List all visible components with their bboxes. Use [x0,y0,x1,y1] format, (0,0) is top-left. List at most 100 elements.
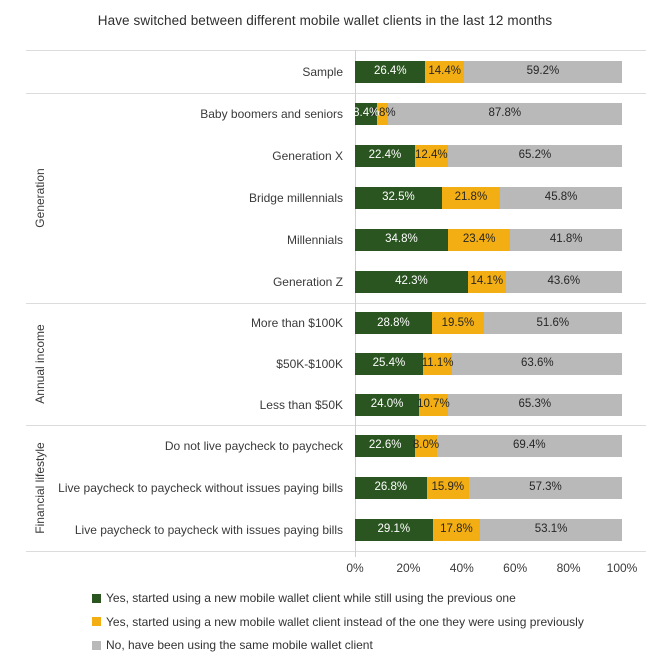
bar-value-label: 32.5% [382,191,415,204]
bar-segment-switched-instead: 12.4% [414,145,448,167]
bar-segment-no-switch: 43.6% [505,271,622,293]
row-label: Do not live paycheck to paycheck [164,439,343,453]
bar-value-label: 41.8% [549,233,583,246]
bar-segment-no-switch: 59.2% [463,60,622,83]
bar-value-label: 14.4% [428,64,461,77]
bar-value-label: 45.8% [544,191,578,204]
bar-value-label: 65.2% [518,149,552,162]
bar-row: 42.3% 14.1% 43.6% [355,271,622,293]
bar-value-label: 3.8% [369,107,396,120]
bar-value-label: 65.3% [518,397,552,410]
bar-value-label: 12.4% [415,149,448,162]
row-label: Live paycheck to paycheck with issues pa… [74,523,343,537]
bar-value-label: 26.4% [373,64,407,77]
x-tick-label: 60% [503,561,528,575]
bar-value-label: 17.8% [440,523,473,536]
bar-value-label: 53.1% [534,523,568,536]
bar-segment-switched-while-using: 28.8% [355,312,432,335]
group-separator-line [26,50,646,51]
bar-value-label: 43.6% [547,275,581,288]
bar-segment-no-switch: 57.3% [468,477,622,499]
row-label: More than $100K [250,316,343,331]
bar-segment-no-switch: 65.2% [447,145,622,167]
legend-label: No, have been using the same mobile wall… [106,638,373,652]
bar-value-label: 28.8% [377,316,410,329]
bar-segment-switched-while-using: 32.5% [355,187,442,209]
bar-segment-switched-instead: 8.0% [412,435,440,457]
bar-segment-no-switch: 69.4% [436,435,622,457]
row-label: Bridge millennials [248,191,343,205]
bar-value-label: 15.9% [431,481,465,494]
bar-value-label: 57.3% [529,481,562,494]
bar-segment-switched-while-using: 42.3% [355,271,468,293]
bar-segment-no-switch: 41.8% [510,229,622,251]
bar-segment-no-switch: 65.3% [447,393,622,416]
bar-value-label: 42.3% [395,275,428,288]
bar-value-label: 21.8% [454,191,488,204]
legend-item: No, have been using the same mobile wall… [92,637,373,653]
bar-segment-switched-while-using: 29.1% [355,519,433,541]
bar-row: 32.5% 21.8% 45.8% [355,187,623,209]
bar-segment-no-switch: 45.8% [499,187,623,209]
bar-segment-switched-instead: 3.8% [369,103,396,125]
bar-row: 26.4% 14.4% 59.2% [355,60,622,83]
bar-segment-switched-instead: 11.1% [421,353,454,375]
bar-value-label: 51.6% [536,316,570,329]
bar-row: 22.6% 8.0% 69.4% [355,435,622,457]
bar-segment-switched-instead: 14.1% [467,271,506,293]
row-label: Baby boomers and seniors [200,107,343,121]
bar-segment-switched-while-using: 34.8% [355,229,448,251]
bar-segment-switched-while-using: 8.4% [353,103,380,125]
row-label: Generation Z [272,275,343,289]
bar-segment-no-switch: 63.6% [452,353,623,375]
bar-value-label: 24.0% [370,397,404,410]
bar-segment-switched-instead: 10.7% [417,393,450,416]
row-label: Millennials [286,233,343,247]
bar-segment-switched-instead: 14.4% [425,60,464,83]
bar-row: 8.4% 3.8% 87.8% [353,103,622,125]
x-tick-label: 0% [346,561,364,575]
bar-value-label: 14.1% [470,275,504,288]
row-label: Live paycheck to paycheck without issues… [58,481,343,495]
legend-label: Yes, started using a new mobile wallet c… [106,591,516,605]
legend-item: Yes, started using a new mobile wallet c… [92,590,516,606]
bar-value-label: 11.1% [421,357,454,370]
chart-title: Have switched between different mobile w… [97,13,553,28]
bar-segment-switched-while-using: 26.4% [355,60,426,83]
bar-value-label: 22.4% [368,149,402,162]
bar-value-label: 87.8% [488,107,522,120]
legend-label: Yes, started using a new mobile wallet c… [106,614,584,629]
bar-value-label: 22.6% [368,439,402,452]
bar-value-label: 69.4% [513,439,546,452]
bar-value-label: 23.4% [462,233,496,246]
bar-row: 34.8% 23.4% 41.8% [355,229,622,251]
legend-swatch [92,640,101,650]
y-axis-line [355,50,356,557]
bar-row: 28.8% 19.5% 51.6% [355,312,622,335]
bar-value-label: 8.0% [412,439,440,452]
bar-segment-switched-instead: 19.5% [431,312,484,335]
x-tick-label: 40% [449,561,474,575]
group-separator-line [26,303,646,304]
bar-row: 29.1% 17.8% 53.1% [355,519,622,541]
bar-segment-no-switch: 51.6% [483,312,622,335]
bar-row: 24.0% 10.7% 65.3% [355,393,622,416]
bar-value-label: 63.6% [521,357,554,370]
bar-segment-switched-while-using: 24.0% [355,393,420,416]
legend-swatch [92,593,101,603]
bar-value-label: 10.7% [417,397,450,410]
group-separator-line [26,93,646,94]
row-label: Sample [302,64,343,79]
legend-swatch [92,617,101,626]
bar-value-label: 25.4% [372,357,406,370]
row-label: Less than $50K [259,397,343,412]
bar-value-label: 26.8% [374,481,408,494]
bar-segment-no-switch: 87.8% [387,103,622,125]
bar-segment-no-switch: 53.1% [480,519,622,541]
bar-value-label: 29.1% [377,523,411,536]
bar-segment-switched-instead: 23.4% [447,229,511,251]
x-tick-label: 20% [396,561,421,575]
bar-segment-switched-while-using: 22.6% [355,435,416,457]
bar-value-label: 8.4% [353,107,380,120]
